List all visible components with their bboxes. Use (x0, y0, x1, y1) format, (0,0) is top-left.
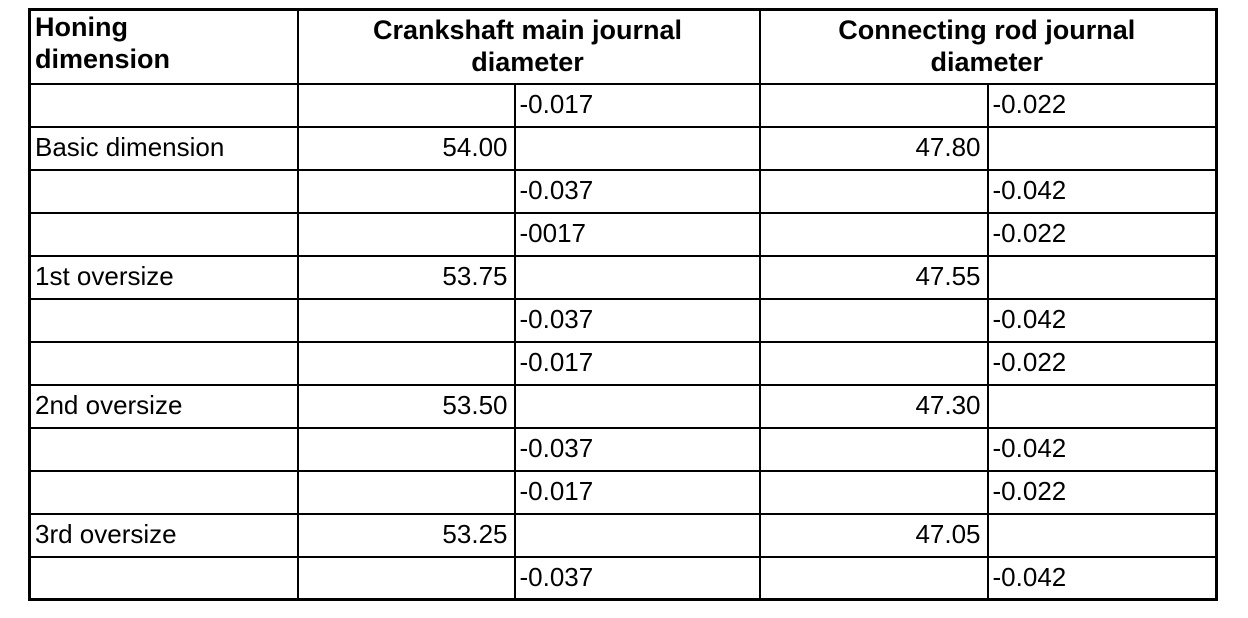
crankshaft-tolerance-cell: -0.037 (513, 555, 761, 601)
rod-tolerance-cell: -0.042 (986, 555, 1218, 601)
honing-dimension-cell: 3rd oversize (28, 512, 299, 558)
rod-tolerance-cell: -0.022 (986, 469, 1218, 515)
rod-tolerance-cell (986, 383, 1218, 429)
honing-dimension-cell (28, 340, 299, 386)
table-row: -0.017 -0.022 (28, 340, 1218, 386)
rod-tolerance-cell: -0.022 (986, 82, 1218, 128)
honing-dimension-cell (28, 297, 299, 343)
crankshaft-diameter-cell (296, 426, 516, 472)
rod-diameter-cell: 47.55 (758, 254, 989, 300)
honing-dimension-cell: 1st oversize (28, 254, 299, 300)
crankshaft-tolerance-cell (513, 512, 761, 558)
crankshaft-diameter-cell (296, 340, 516, 386)
rod-tolerance-cell: -0.022 (986, 340, 1218, 386)
honing-dimension-cell (28, 82, 299, 128)
crankshaft-tolerance-cell: -0.037 (513, 297, 761, 343)
table-row: -0.017 -0.022 (28, 469, 1218, 515)
crankshaft-diameter-cell: 53.75 (296, 254, 516, 300)
rod-diameter-cell (758, 82, 989, 128)
table-row: 3rd oversize 53.25 47.05 (28, 512, 1218, 558)
crankshaft-diameter-cell (296, 168, 516, 214)
crankshaft-tolerance-cell: -0017 (513, 211, 761, 257)
crankshaft-tolerance-cell: -0.037 (513, 426, 761, 472)
rod-diameter-cell: 47.80 (758, 125, 989, 171)
honing-dimension-table: Honing dimension Crankshaft main journal… (28, 8, 1219, 601)
rod-diameter-cell (758, 426, 989, 472)
rod-tolerance-cell: -0.042 (986, 426, 1218, 472)
crankshaft-tolerance-cell: -0.017 (513, 469, 761, 515)
rod-diameter-cell: 47.05 (758, 512, 989, 558)
honing-dimension-cell (28, 168, 299, 214)
header-connecting-rod-journal: Connecting rod journal diameter (758, 8, 1218, 85)
rod-diameter-cell (758, 555, 989, 601)
rod-tolerance-cell (986, 254, 1218, 300)
crankshaft-tolerance-cell (513, 254, 761, 300)
rod-diameter-cell: 47.30 (758, 383, 989, 429)
header-crankshaft-main-journal: Crankshaft main journal diameter (296, 8, 761, 85)
crankshaft-tolerance-cell (513, 383, 761, 429)
table-header-row: Honing dimension Crankshaft main journal… (28, 8, 1218, 85)
crankshaft-diameter-cell: 53.25 (296, 512, 516, 558)
crankshaft-diameter-cell (296, 211, 516, 257)
crankshaft-tolerance-cell: -0.037 (513, 168, 761, 214)
honing-dimension-cell: Basic dimension (28, 125, 299, 171)
crankshaft-tolerance-cell: -0.017 (513, 82, 761, 128)
crankshaft-diameter-cell (296, 555, 516, 601)
table-row: 2nd oversize 53.50 47.30 (28, 383, 1218, 429)
honing-dimension-cell: 2nd oversize (28, 383, 299, 429)
crankshaft-diameter-cell: 54.00 (296, 125, 516, 171)
rod-diameter-cell (758, 469, 989, 515)
crankshaft-diameter-cell (296, 82, 516, 128)
honing-dimension-cell (28, 469, 299, 515)
table-row: -0.037 -0.042 (28, 297, 1218, 343)
crankshaft-diameter-cell: 53.50 (296, 383, 516, 429)
crankshaft-tolerance-cell (513, 125, 761, 171)
rod-tolerance-cell (986, 512, 1218, 558)
spec-table-body: -0.017 -0.022 Basic dimension 54.00 47.8… (28, 82, 1218, 601)
rod-tolerance-cell: -0.042 (986, 297, 1218, 343)
honing-dimension-cell (28, 211, 299, 257)
table-row: -0.037 -0.042 (28, 555, 1218, 601)
table-row: -0017 -0.022 (28, 211, 1218, 257)
honing-dimension-cell (28, 555, 299, 601)
rod-tolerance-cell: -0.042 (986, 168, 1218, 214)
rod-diameter-cell (758, 211, 989, 257)
header-honing-dimension: Honing dimension (28, 8, 299, 85)
table-row: -0.017 -0.022 (28, 82, 1218, 128)
rod-tolerance-cell (986, 125, 1218, 171)
table-row: -0.037 -0.042 (28, 168, 1218, 214)
table-row: 1st oversize 53.75 47.55 (28, 254, 1218, 300)
crankshaft-tolerance-cell: -0.017 (513, 340, 761, 386)
honing-dimension-cell (28, 426, 299, 472)
table-row: Basic dimension 54.00 47.80 (28, 125, 1218, 171)
crankshaft-diameter-cell (296, 469, 516, 515)
rod-diameter-cell (758, 297, 989, 343)
table-row: -0.037 -0.042 (28, 426, 1218, 472)
rod-diameter-cell (758, 168, 989, 214)
rod-tolerance-cell: -0.022 (986, 211, 1218, 257)
rod-diameter-cell (758, 340, 989, 386)
crankshaft-diameter-cell (296, 297, 516, 343)
